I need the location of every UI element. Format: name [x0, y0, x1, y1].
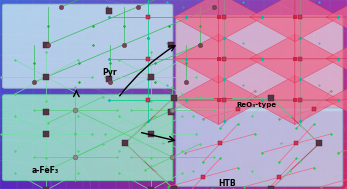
Polygon shape — [250, 17, 295, 42]
Polygon shape — [174, 17, 219, 42]
Text: Pyr: Pyr — [102, 68, 117, 77]
Polygon shape — [295, 76, 340, 100]
Polygon shape — [250, 0, 295, 17]
Polygon shape — [326, 100, 347, 125]
Polygon shape — [219, 59, 264, 83]
Polygon shape — [250, 34, 295, 59]
Polygon shape — [295, 59, 340, 83]
Text: a-FeF₃: a-FeF₃ — [32, 166, 59, 175]
Polygon shape — [326, 34, 347, 59]
Polygon shape — [174, 100, 219, 125]
Polygon shape — [174, 0, 219, 17]
Polygon shape — [326, 76, 347, 100]
Polygon shape — [219, 34, 264, 59]
Polygon shape — [250, 100, 295, 125]
Polygon shape — [219, 17, 264, 42]
Polygon shape — [326, 0, 347, 17]
Polygon shape — [295, 0, 340, 17]
Polygon shape — [250, 76, 295, 100]
Polygon shape — [326, 59, 347, 83]
FancyBboxPatch shape — [176, 15, 343, 111]
Polygon shape — [295, 34, 340, 59]
FancyBboxPatch shape — [2, 95, 173, 181]
Polygon shape — [174, 76, 219, 100]
FancyBboxPatch shape — [2, 4, 173, 88]
Polygon shape — [219, 100, 264, 125]
Polygon shape — [250, 59, 295, 83]
Polygon shape — [219, 76, 264, 100]
Polygon shape — [174, 34, 219, 59]
Text: HTB: HTB — [219, 179, 236, 188]
Polygon shape — [295, 100, 340, 125]
Polygon shape — [219, 0, 264, 17]
Polygon shape — [174, 59, 219, 83]
Polygon shape — [295, 17, 340, 42]
Polygon shape — [326, 17, 347, 42]
FancyBboxPatch shape — [176, 108, 343, 186]
Text: ReO₃-type: ReO₃-type — [237, 102, 277, 108]
